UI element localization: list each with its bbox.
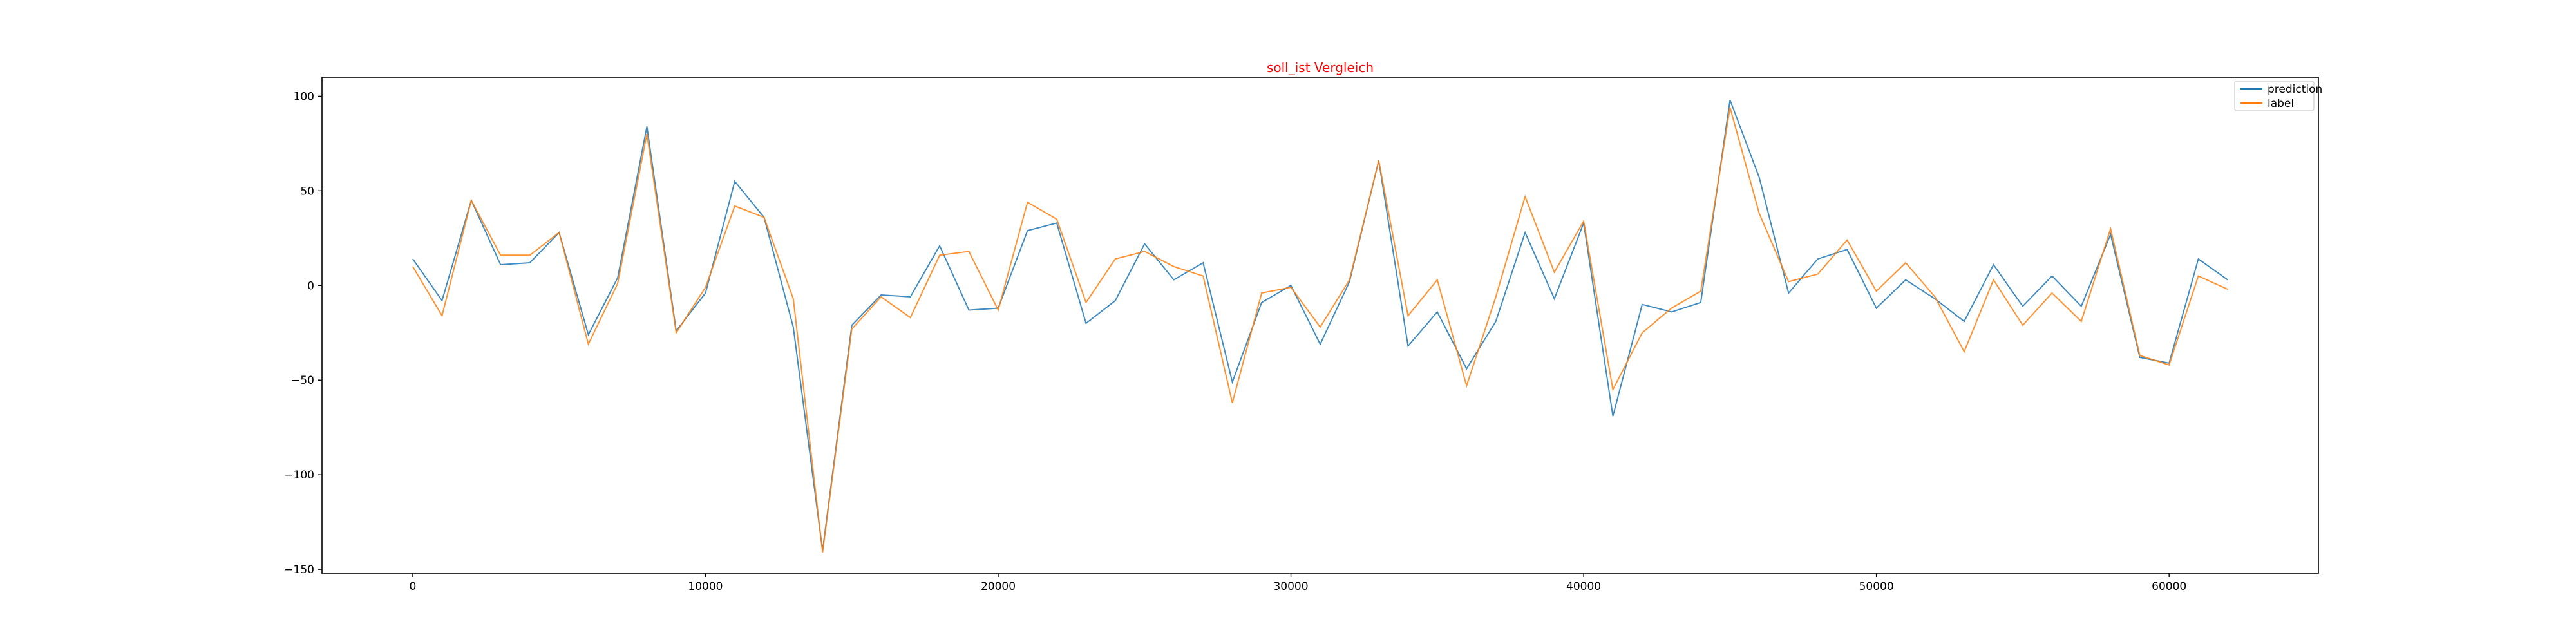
y-tick-label: 0: [307, 279, 314, 292]
x-tick-label: 60000: [2152, 580, 2186, 593]
y-tick-label: −150: [284, 564, 314, 576]
x-tick-label: 30000: [1273, 580, 1308, 593]
y-axis: 100 50 0 −50 −100 −150: [284, 90, 322, 576]
y-tick-label: −100: [284, 469, 314, 482]
series-line-prediction: [412, 99, 2228, 551]
y-tick-label: 50: [300, 185, 314, 198]
legend: prediction label: [2234, 80, 2322, 111]
axes-frame: [321, 77, 2319, 574]
legend-label-prediction: prediction: [2268, 83, 2322, 96]
plot-area: 0 10000 20000 30000 40000 50000 60000 100 50 0 −5…: [284, 77, 2319, 593]
x-axis: 0 10000 20000 30000 40000 50000 60000: [409, 573, 2186, 593]
x-tick-label: 0: [409, 580, 416, 593]
x-tick-label: 50000: [1859, 580, 1894, 593]
x-tick-label: 10000: [688, 580, 723, 593]
chart-title: soll_ist Vergleich: [1267, 60, 1374, 75]
series-line-label: [412, 107, 2228, 553]
x-tick-label: 40000: [1566, 580, 1601, 593]
legend-label-label: label: [2268, 97, 2294, 110]
series-layer: [412, 99, 2228, 553]
y-tick-label: −50: [291, 374, 314, 387]
y-tick-label: 100: [294, 90, 314, 103]
x-tick-label: 20000: [981, 580, 1016, 593]
